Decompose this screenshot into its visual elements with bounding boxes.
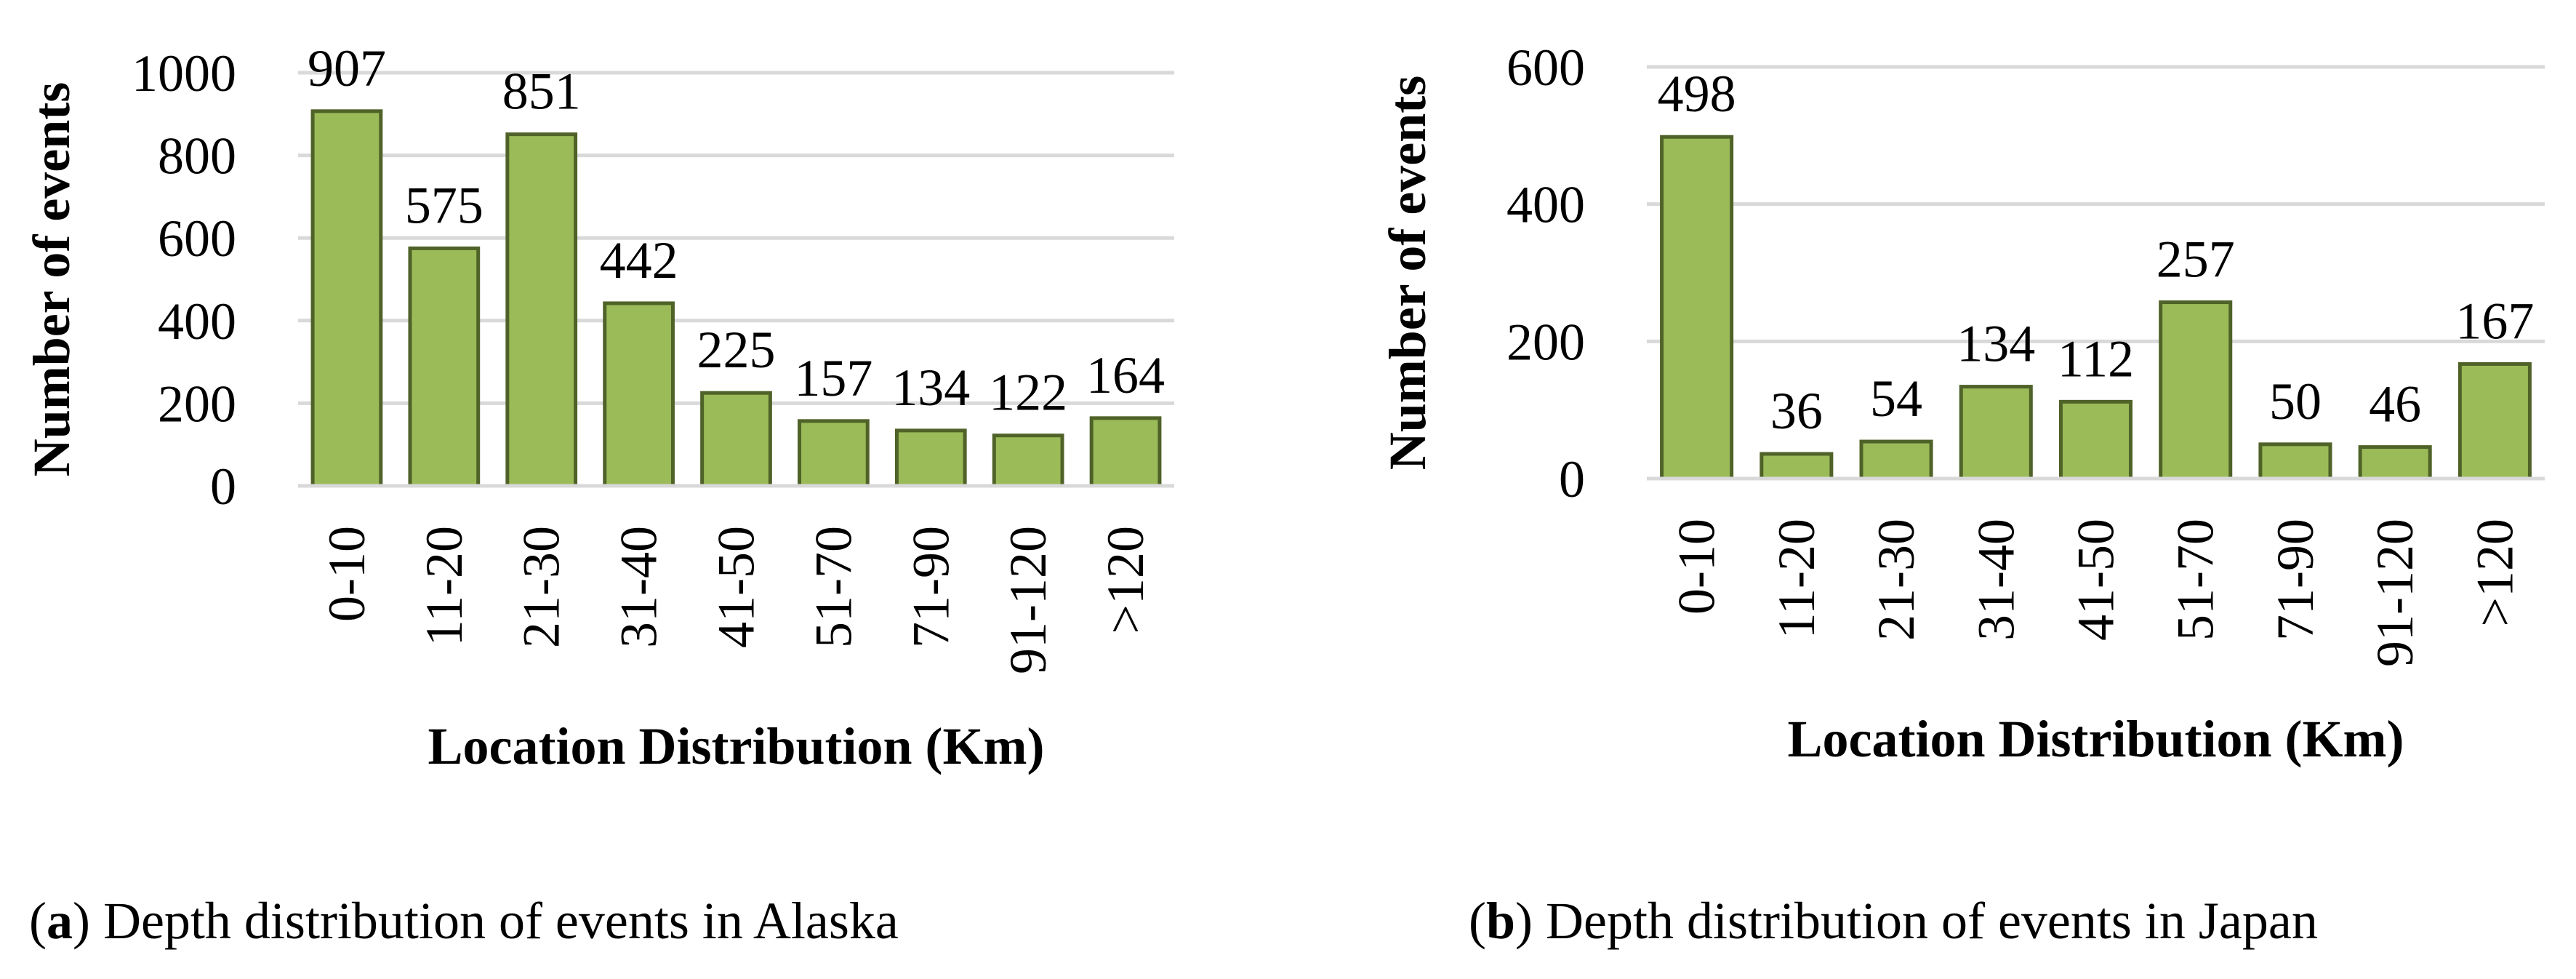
chart-a-data-label: 164 — [1086, 346, 1165, 404]
chart-b-x-tick-label: 21-30 — [1867, 519, 1925, 641]
chart-a-bar->120 — [1089, 416, 1162, 488]
panel-b-chart: 0 200 400 600 498 0-10 36 11-20 54 21-30 134 31-40 1… — [1379, 39, 2545, 768]
chart-b-y-tick-label: 200 — [1506, 313, 1585, 371]
chart-b-x-tick-label: 0-10 — [1668, 519, 1726, 615]
chart-a-bar-11-20 — [408, 246, 481, 488]
chart-b-data-label: 54 — [1870, 369, 1922, 428]
chart-a-data-label: 575 — [405, 176, 483, 234]
chart-b-bar-0-10 — [1660, 135, 1734, 481]
chart-a-data-label: 122 — [989, 364, 1067, 422]
chart-b-bar-21-30 — [1859, 439, 1933, 481]
chart-b-data-label: 134 — [1957, 315, 2035, 373]
chart-b-data-label: 50 — [2269, 372, 2322, 431]
chart-b-bar-11-20 — [1760, 452, 1834, 481]
chart-b-y-tick-label: 0 — [1559, 450, 1585, 508]
chart-a-data-label: 225 — [697, 321, 776, 379]
chart-a-bar-31-40 — [603, 301, 675, 488]
chart-b-bar-91-120 — [2358, 445, 2432, 481]
chart-a-x-tick-label: 11-20 — [415, 526, 473, 646]
chart-a-x-tick-label: 71-90 — [902, 526, 960, 648]
chart-b-x-tick-label: 11-20 — [1768, 519, 1826, 639]
chart-b-x-tick-label: 91-120 — [2366, 519, 2424, 667]
chart-b-data-label: 112 — [2058, 329, 2134, 388]
chart-b-bar-31-40 — [1959, 385, 2033, 481]
caption-a: (a) Depth distribution of events in Alas… — [29, 892, 899, 950]
chart-a-x-tick-label: 31-40 — [610, 526, 668, 648]
chart-a-y-tick-label: 0 — [210, 457, 236, 516]
chart-a-data-label: 157 — [794, 349, 872, 407]
chart-a-data-label: 134 — [891, 359, 970, 417]
chart-b-x-tick-label: >120 — [2465, 519, 2524, 627]
panel-a-chart: 0 200 400 600 800 1000 907 0-10 575 11-20 851 21-30… — [23, 39, 1174, 775]
chart-a-x-tick-label: 51-70 — [804, 526, 862, 648]
chart-b-data-label: 498 — [1658, 65, 1736, 123]
chart-a-bar-91-120 — [992, 433, 1064, 488]
chart-b-data-label: 36 — [1770, 382, 1823, 440]
chart-a-x-tick-label: 41-50 — [707, 526, 766, 648]
chart-a-x-axis-title: Location Distribution (Km) — [428, 717, 1044, 775]
chart-a-bar-41-50 — [700, 391, 772, 488]
chart-b-x-tick-label: 31-40 — [1967, 519, 2025, 641]
chart-a-data-label: 907 — [308, 39, 386, 97]
chart-a-y-tick-label: 600 — [158, 209, 236, 268]
chart-b-y-tick-label: 400 — [1506, 176, 1585, 234]
chart-b-bar-41-50 — [2058, 399, 2133, 481]
chart-a-bar-71-90 — [894, 428, 967, 488]
chart-b-x-axis-title: Location Distribution (Km) — [1787, 710, 2404, 768]
chart-a-data-label: 442 — [600, 231, 678, 289]
chart-b-x-tick-label: 51-70 — [2167, 519, 2225, 641]
chart-a-y-tick-label: 800 — [158, 127, 236, 185]
caption-b-text: Depth distribution of events in Japan — [1546, 892, 2318, 950]
chart-b-bar->120 — [2457, 361, 2532, 481]
chart-b-data-label: 167 — [2455, 292, 2534, 350]
chart-a-y-tick-label: 200 — [158, 375, 236, 433]
chart-b-bar-71-90 — [2258, 442, 2332, 481]
chart-b-x-tick-label: 71-90 — [2266, 519, 2324, 641]
chart-a-y-tick-label: 1000 — [132, 44, 236, 103]
chart-a-bar-21-30 — [505, 132, 578, 488]
caption-b-letter: b — [1486, 892, 1515, 950]
caption-b: (b) Depth distribution of events in Japa… — [1469, 892, 2318, 950]
chart-a-bar-51-70 — [798, 419, 870, 488]
caption-a-text: Depth distribution of events in Alaska — [103, 892, 899, 950]
chart-a-x-tick-label: 0-10 — [318, 526, 376, 622]
caption-a-letter: a — [47, 892, 73, 950]
chart-b-y-tick-label: 600 — [1506, 39, 1585, 97]
chart-b-y-axis-title: Number of events — [1379, 76, 1437, 471]
chart-a-y-axis-title: Number of events — [23, 82, 81, 477]
chart-a-y-tick-label: 400 — [158, 292, 236, 351]
chart-a-x-tick-label: 91-120 — [999, 526, 1057, 674]
chart-b-x-tick-label: 41-50 — [2067, 519, 2125, 641]
chart-a-bar-0-10 — [310, 109, 383, 488]
chart-a-data-label: 851 — [502, 63, 581, 121]
chart-b-bar-51-70 — [2159, 300, 2233, 481]
chart-a-x-tick-label: >120 — [1096, 526, 1155, 634]
chart-b-data-label: 257 — [2156, 231, 2235, 289]
chart-b-data-label: 46 — [2369, 375, 2421, 433]
chart-a-x-tick-label: 21-30 — [513, 526, 571, 648]
